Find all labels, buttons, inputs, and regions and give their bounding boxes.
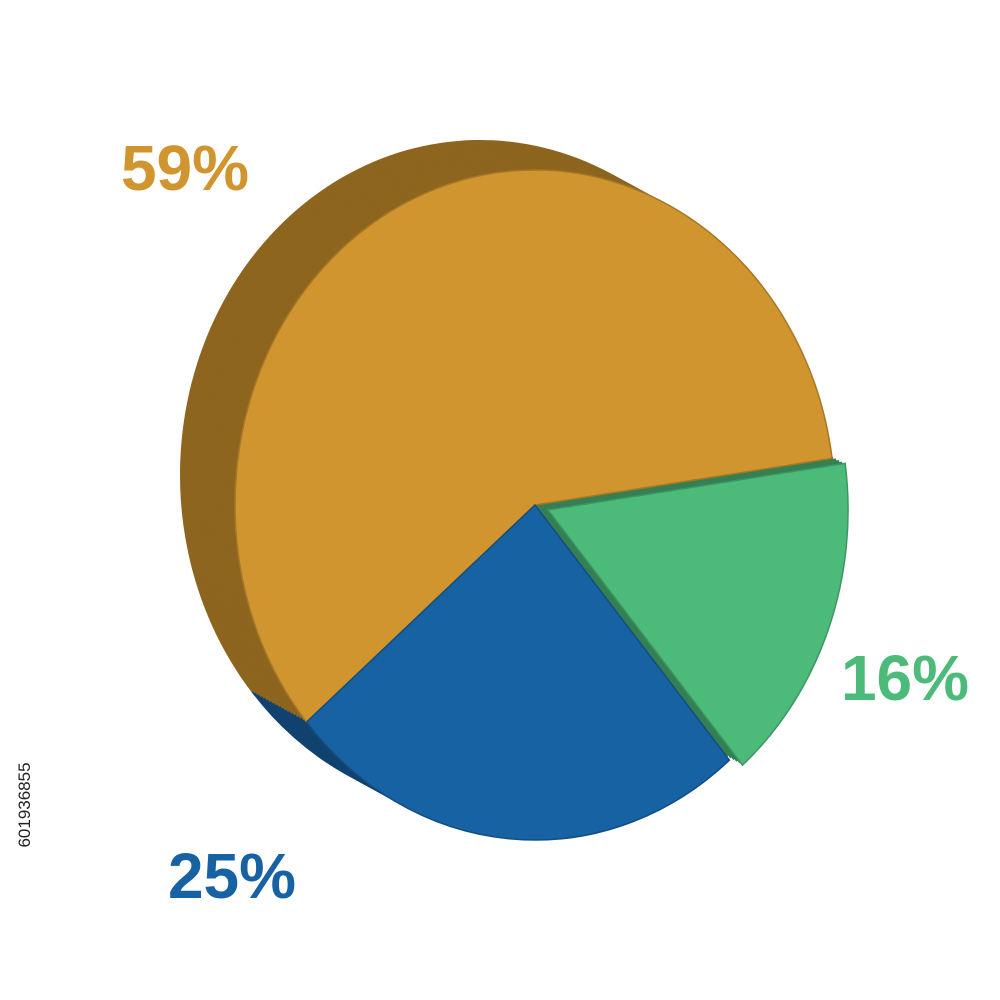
stock-id: 601936855	[15, 762, 34, 847]
slice	[305, 503, 731, 841]
value-label: 25%	[168, 840, 296, 912]
pie	[179, 140, 849, 841]
slice	[546, 462, 849, 767]
value-label: 59%	[121, 132, 249, 204]
slice	[234, 169, 833, 724]
value-label: 16%	[841, 642, 969, 714]
